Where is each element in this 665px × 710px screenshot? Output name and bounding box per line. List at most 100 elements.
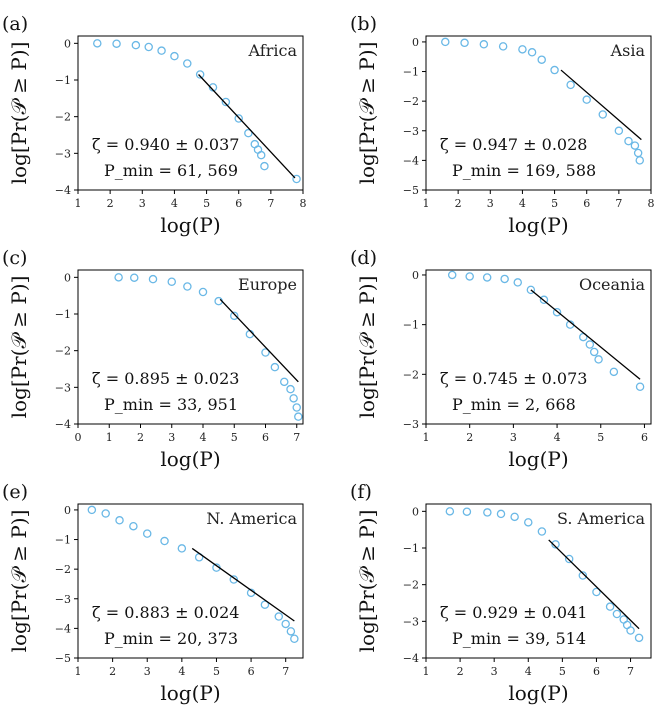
x-axis-label: log(P)	[508, 447, 568, 471]
data-point	[234, 114, 243, 123]
y-tick-label: −3	[55, 381, 71, 394]
data-point	[447, 270, 457, 280]
data-point	[498, 42, 508, 51]
y-tick-label: −2	[55, 111, 71, 124]
data-point	[594, 355, 603, 364]
data-point	[167, 277, 176, 286]
data-point	[526, 285, 536, 295]
y-tick-label: −4	[55, 622, 71, 635]
x-tick-label: 7	[267, 197, 274, 210]
y-tick-label: −2	[55, 345, 71, 358]
plot-frame	[77, 503, 304, 659]
data-point	[496, 509, 506, 519]
data-point	[93, 39, 102, 48]
data-point	[221, 97, 231, 107]
data-point	[630, 141, 640, 150]
data-point	[286, 627, 296, 636]
x-axis-label: log(P)	[160, 447, 220, 471]
data-point	[148, 274, 158, 284]
x-tick-label: 6	[641, 431, 648, 444]
x-tick-label: 7	[627, 665, 634, 678]
region-label: Oceania	[579, 275, 646, 294]
fit-line	[560, 69, 642, 141]
data-point	[279, 377, 289, 387]
data-point	[281, 619, 290, 629]
data-point	[483, 508, 492, 517]
plot-frame	[77, 35, 304, 191]
data-point	[552, 307, 562, 317]
fit-line	[219, 298, 299, 383]
y-tick-label: −2	[403, 579, 419, 592]
y-axis-label: log[Pr(𝒫 ≥ P)]	[7, 510, 31, 653]
region-label: S. America	[557, 509, 645, 528]
x-tick-label: 1	[423, 431, 430, 444]
panel-a: 1 2 3 4 5 6 7 8 0 −1 −2 −3 −4 Africa ζ = 0.940 ± 0.037…	[2, 13, 307, 237]
x-tick-label: 6	[583, 197, 590, 210]
data-point	[160, 536, 169, 546]
y-tick-label: −4	[55, 184, 71, 197]
data-point	[292, 403, 301, 412]
x-tick-label: 2	[455, 197, 462, 210]
data-point	[170, 51, 179, 61]
x-tick-label: 6	[262, 431, 269, 444]
panel-d: 1 2 3 4 5 6 0 −1 −2 −3 Oceania ζ = 0.745 ± 0.073 P_m…	[350, 247, 652, 471]
y-tick-label: −4	[403, 154, 419, 167]
x-tick-label: 2	[457, 665, 464, 678]
data-point	[510, 512, 519, 522]
data-point	[256, 150, 266, 160]
y-tick-label: 0	[412, 269, 419, 282]
x-tick-label: 8	[648, 197, 655, 210]
x-tick-label: 1	[106, 431, 113, 444]
y-tick-label: −1	[403, 319, 419, 332]
data-point	[131, 40, 141, 50]
y-tick-label: −3	[403, 615, 419, 628]
zeta-annotation: ζ = 0.940 ± 0.037	[92, 135, 239, 154]
data-point	[129, 521, 138, 531]
x-tick-label: 7	[615, 197, 622, 210]
panel-label: (c)	[2, 247, 27, 269]
y-tick-label: 0	[412, 36, 419, 49]
y-tick-label: 0	[64, 504, 71, 517]
data-point	[260, 600, 270, 609]
y-tick-label: −5	[55, 652, 71, 665]
data-point	[479, 40, 489, 49]
data-point	[142, 529, 152, 538]
plot-frame	[425, 269, 652, 425]
x-tick-label: 6	[248, 665, 255, 678]
fit-line	[530, 289, 641, 380]
y-tick-label: −2	[403, 95, 419, 108]
x-axis-label: log(P)	[508, 681, 568, 705]
data-point	[582, 95, 591, 104]
pmin-annotation: P_min = 33, 951	[104, 395, 238, 414]
x-tick-label: 3	[139, 197, 146, 210]
data-point	[144, 42, 153, 52]
data-point	[635, 382, 645, 391]
x-tick-label: 1	[423, 665, 430, 678]
data-point	[101, 509, 110, 518]
data-point	[274, 612, 284, 621]
data-point	[626, 626, 635, 635]
data-point	[183, 282, 192, 291]
x-tick-label: 3	[168, 431, 175, 444]
data-point	[445, 507, 455, 516]
x-tick-label: 5	[231, 431, 238, 444]
y-tick-label: −2	[403, 368, 419, 381]
pmin-annotation: P_min = 39, 514	[452, 629, 586, 648]
x-tick-label: 4	[178, 665, 185, 678]
data-point	[294, 412, 303, 421]
y-tick-label: −4	[55, 418, 71, 431]
zeta-annotation: ζ = 0.947 ± 0.028	[440, 135, 587, 154]
plot-frame	[425, 503, 652, 659]
data-point	[229, 311, 239, 321]
fit-line	[191, 547, 295, 622]
pmin-annotation: P_min = 20, 373	[104, 629, 238, 648]
y-tick-label: −4	[403, 652, 419, 665]
x-tick-label: 3	[487, 197, 494, 210]
zeta-annotation: ζ = 0.895 ± 0.023	[92, 369, 239, 388]
y-tick-label: −3	[403, 418, 419, 431]
data-point	[292, 174, 301, 184]
x-axis-label: log(P)	[160, 681, 220, 705]
x-axis-label: log(P)	[508, 213, 568, 237]
y-tick-label: −3	[55, 147, 71, 160]
